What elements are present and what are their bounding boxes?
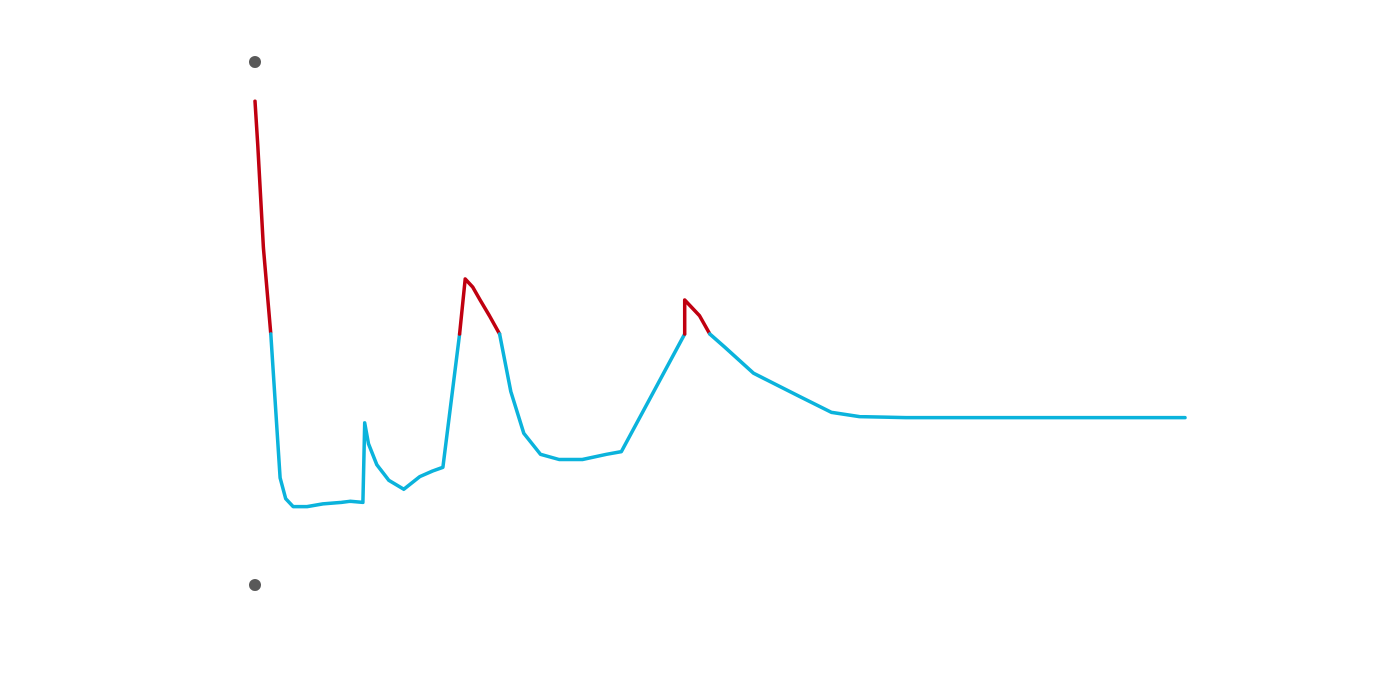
series-segment-below-threshold-3 <box>497 332 687 462</box>
lower-range-marker <box>249 579 261 591</box>
series-segment-above-threshold-4 <box>682 298 712 336</box>
series-segment-above-threshold-0 <box>253 99 273 336</box>
upper-range-marker <box>249 56 261 68</box>
series-segment-above-threshold-2 <box>457 277 502 336</box>
series-segment-below-threshold-1 <box>269 332 462 509</box>
series-segment-below-threshold-5 <box>708 332 1187 420</box>
